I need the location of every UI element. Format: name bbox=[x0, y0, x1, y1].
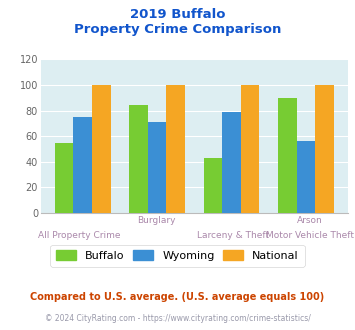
Text: All Property Crime: All Property Crime bbox=[38, 231, 120, 240]
Legend: Buffalo, Wyoming, National: Buffalo, Wyoming, National bbox=[50, 245, 305, 267]
Bar bbox=[278, 98, 297, 213]
Bar bbox=[148, 122, 166, 213]
Text: © 2024 CityRating.com - https://www.cityrating.com/crime-statistics/: © 2024 CityRating.com - https://www.city… bbox=[45, 314, 310, 323]
Text: Arson: Arson bbox=[297, 216, 322, 225]
Bar bbox=[222, 112, 241, 213]
Bar bbox=[204, 158, 222, 213]
Bar bbox=[166, 85, 185, 213]
Text: Motor Vehicle Theft: Motor Vehicle Theft bbox=[266, 231, 354, 240]
Text: Compared to U.S. average. (U.S. average equals 100): Compared to U.S. average. (U.S. average … bbox=[31, 292, 324, 302]
Bar bbox=[241, 85, 260, 213]
Bar bbox=[129, 106, 148, 213]
Bar bbox=[73, 117, 92, 213]
Text: Property Crime Comparison: Property Crime Comparison bbox=[74, 23, 281, 36]
Bar bbox=[92, 85, 111, 213]
Bar bbox=[55, 143, 73, 213]
Bar bbox=[297, 141, 315, 213]
Text: 2019 Buffalo: 2019 Buffalo bbox=[130, 8, 225, 21]
Bar bbox=[315, 85, 334, 213]
Text: Burglary: Burglary bbox=[137, 216, 175, 225]
Text: Larceny & Theft: Larceny & Theft bbox=[197, 231, 269, 240]
